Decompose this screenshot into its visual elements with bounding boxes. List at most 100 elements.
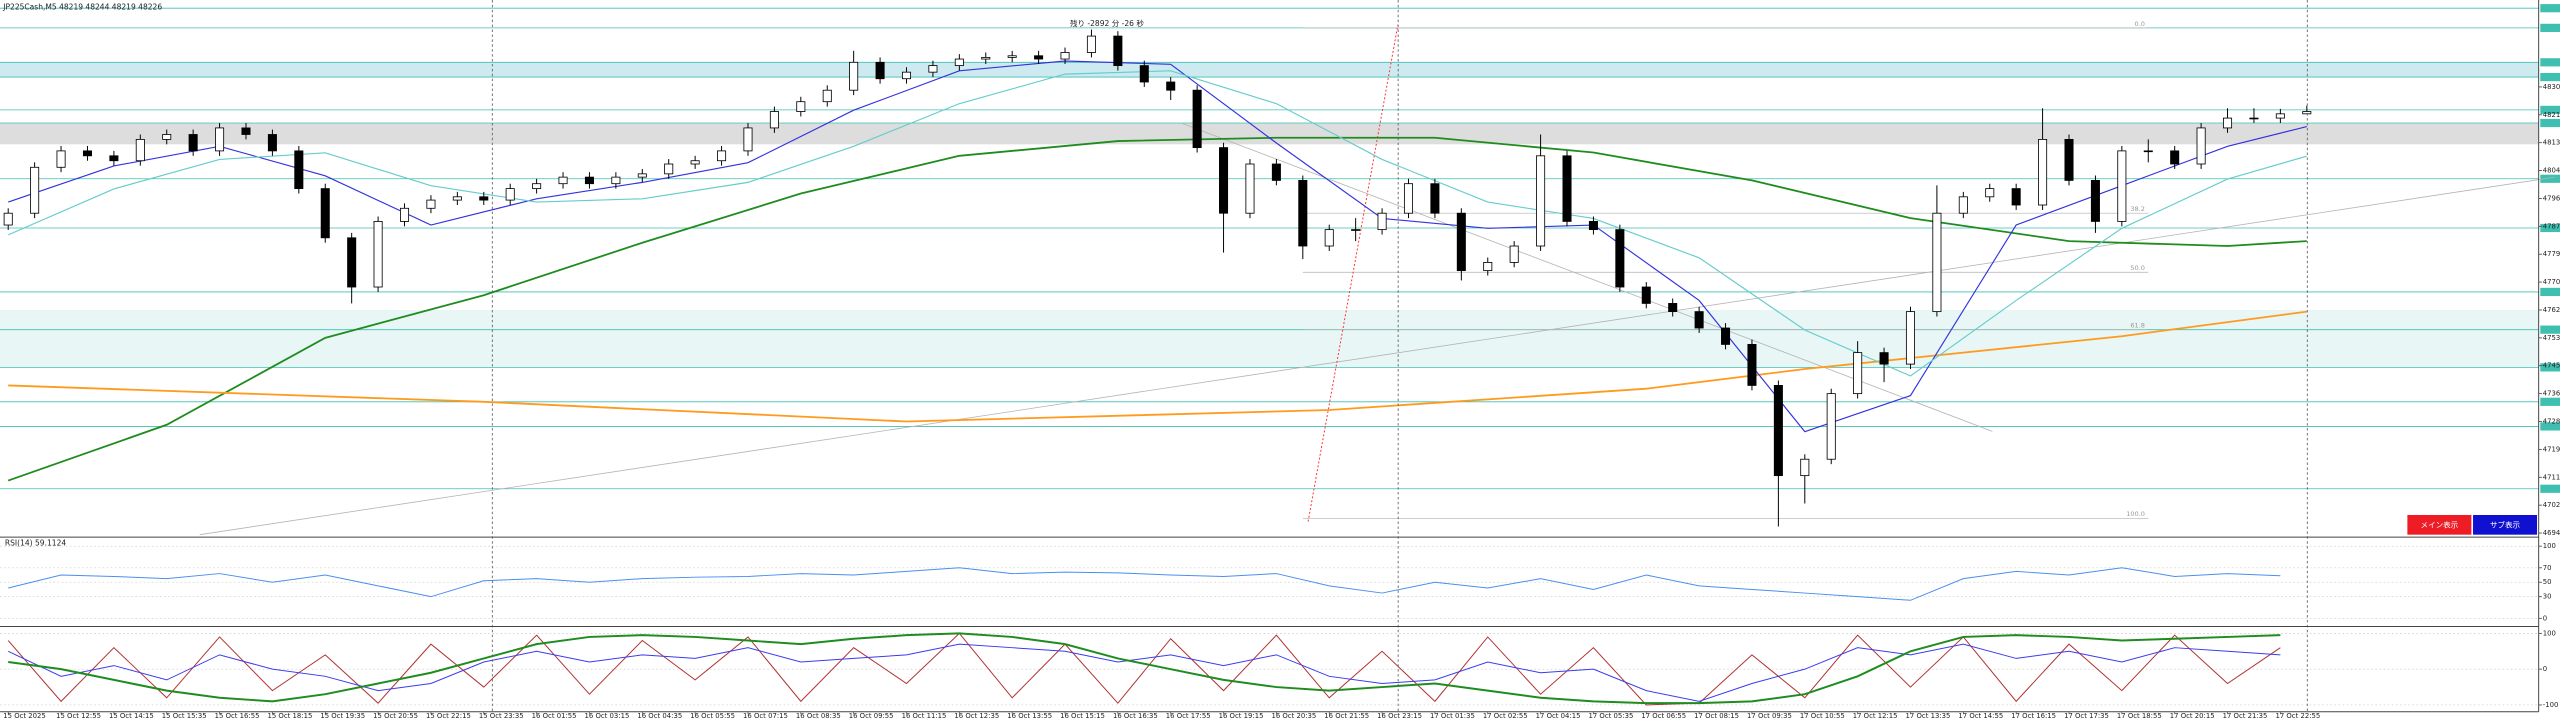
fib-label: 61.8 (2130, 322, 2145, 330)
candle-body (1958, 196, 1968, 214)
candle-body (1588, 221, 1598, 231)
x-tick-label: 16 Oct 07:15 (743, 712, 788, 720)
candle-body (637, 173, 647, 178)
x-tick-label: 16 Oct 17:55 (1166, 712, 1211, 720)
x-tick-label: 16 Oct 15:15 (1060, 712, 1105, 720)
candle-body (162, 134, 172, 140)
candle-body (1773, 385, 1783, 477)
candle-body (1007, 55, 1017, 58)
candle-body (954, 58, 964, 67)
y-tick-label: 48046 (2543, 167, 2560, 175)
candle-body (1034, 55, 1044, 60)
candle-body (1456, 212, 1466, 272)
x-tick-label: 16 Oct 03:15 (585, 712, 630, 720)
candle-body (1615, 229, 1625, 288)
candle-body (2196, 127, 2206, 165)
x-tick-label: 17 Oct 06:55 (1641, 712, 1686, 720)
candle-body (30, 166, 40, 214)
x-tick-label: 17 Oct 05:35 (1589, 712, 1634, 720)
x-tick-label: 16 Oct 01:55 (532, 712, 577, 720)
x-tick-label: 16 Oct 09:55 (849, 712, 894, 720)
candle-body (1853, 352, 1863, 395)
trend-line (199, 176, 2556, 536)
x-tick-label: 16 Oct 04:35 (637, 712, 682, 720)
symbol-info: JP225Cash,M5 48219 48244 48219 48226 (2, 2, 162, 11)
y-tick-label: 70 (2543, 564, 2552, 572)
fib-label: 100.0 (2126, 510, 2145, 518)
x-tick-label: 16 Oct 11:15 (902, 712, 947, 720)
level-tag (2540, 325, 2560, 334)
level-tag (2540, 105, 2560, 114)
line-series (7, 643, 2281, 702)
candle-body (109, 155, 119, 162)
x-tick-label: 16 Oct 23:15 (1377, 712, 1422, 720)
candle-body (2223, 117, 2233, 129)
y-tick-label: 46941 (2543, 529, 2560, 537)
candle-body (1403, 183, 1414, 214)
candle-body (822, 89, 832, 103)
candle-body (584, 176, 594, 185)
candle-body (1192, 89, 1202, 149)
x-tick-label: 17 Oct 02:55 (1483, 712, 1528, 720)
candle-body (1139, 65, 1149, 83)
fib-label: 0.0 (2135, 20, 2145, 28)
x-tick-label: 16 Oct 21:55 (1324, 712, 1369, 720)
level-tag (2540, 484, 2560, 493)
x-tick-label: 15 Oct 15:35 (162, 712, 207, 720)
main-button[interactable] (2407, 514, 2472, 535)
candle-body (1905, 311, 1915, 365)
candle-body (2011, 188, 2021, 206)
candle-body (2038, 138, 2048, 206)
candle-body (1351, 229, 1361, 231)
sub-button-label[interactable]: サブ表示 (2490, 520, 2521, 530)
sub-button[interactable] (2473, 514, 2538, 535)
candle-body (294, 150, 304, 190)
candle-body (558, 176, 568, 185)
x-tick-label: 16 Oct 16:35 (1113, 712, 1158, 720)
x-tick-label: 17 Oct 16:15 (2011, 712, 2056, 720)
main-button-label[interactable]: メイン表示 (2421, 520, 2459, 530)
zone (0, 62, 2539, 78)
y-tick-label: 47281 (2543, 418, 2560, 426)
candle-body (241, 127, 251, 135)
x-tick-label: 17 Oct 17:35 (2064, 712, 2109, 720)
x-tick-label: 16 Oct 20:35 (1271, 712, 1316, 720)
x-tick-label: 16 Oct 05:55 (690, 712, 735, 720)
x-tick-label: 15 Oct 14:15 (109, 712, 154, 720)
y-tick-label: 47621 (2543, 306, 2560, 314)
plot-layer: 46941 47026 47111 47196 47281 47366 47451 47536… (0, 4, 2560, 720)
candle-body (2170, 150, 2180, 165)
x-tick-label: 17 Oct 12:15 (1853, 712, 1898, 720)
level-tag (2540, 174, 2560, 183)
level-tag (2540, 422, 2560, 431)
candle-body (532, 183, 542, 190)
y-tick-label: 47536 (2543, 334, 2560, 342)
x-tick-label: 17 Oct 21:35 (2223, 712, 2268, 720)
y-tick-label: 47111 (2543, 473, 2560, 481)
candle-body (1377, 212, 1387, 231)
candle-body (1932, 212, 1942, 313)
level-tag (2540, 397, 2560, 406)
candle-body (1166, 81, 1176, 91)
candle-body (1721, 327, 1731, 345)
candle-body (1483, 262, 1493, 272)
candle-body (373, 221, 383, 288)
candle-body (56, 150, 66, 168)
candle-body (1324, 229, 1334, 247)
x-tick-label: 16 Oct 13:55 (1007, 712, 1052, 720)
candle-body (347, 237, 357, 288)
y-tick-label: 47026 (2543, 501, 2560, 509)
candle-body (875, 61, 885, 80)
candle-body (769, 111, 779, 129)
candle-body (928, 65, 938, 73)
candle-body (901, 71, 912, 80)
x-tick-label: 15 Oct 23:35 (479, 712, 524, 720)
level-tag (2540, 223, 2560, 233)
y-tick-label: 50 (2543, 578, 2552, 586)
line-series (7, 632, 2281, 706)
trend-line (1307, 24, 1399, 522)
x-tick-label: 15 Oct 19:35 (320, 712, 365, 720)
line-series (8, 567, 2281, 601)
